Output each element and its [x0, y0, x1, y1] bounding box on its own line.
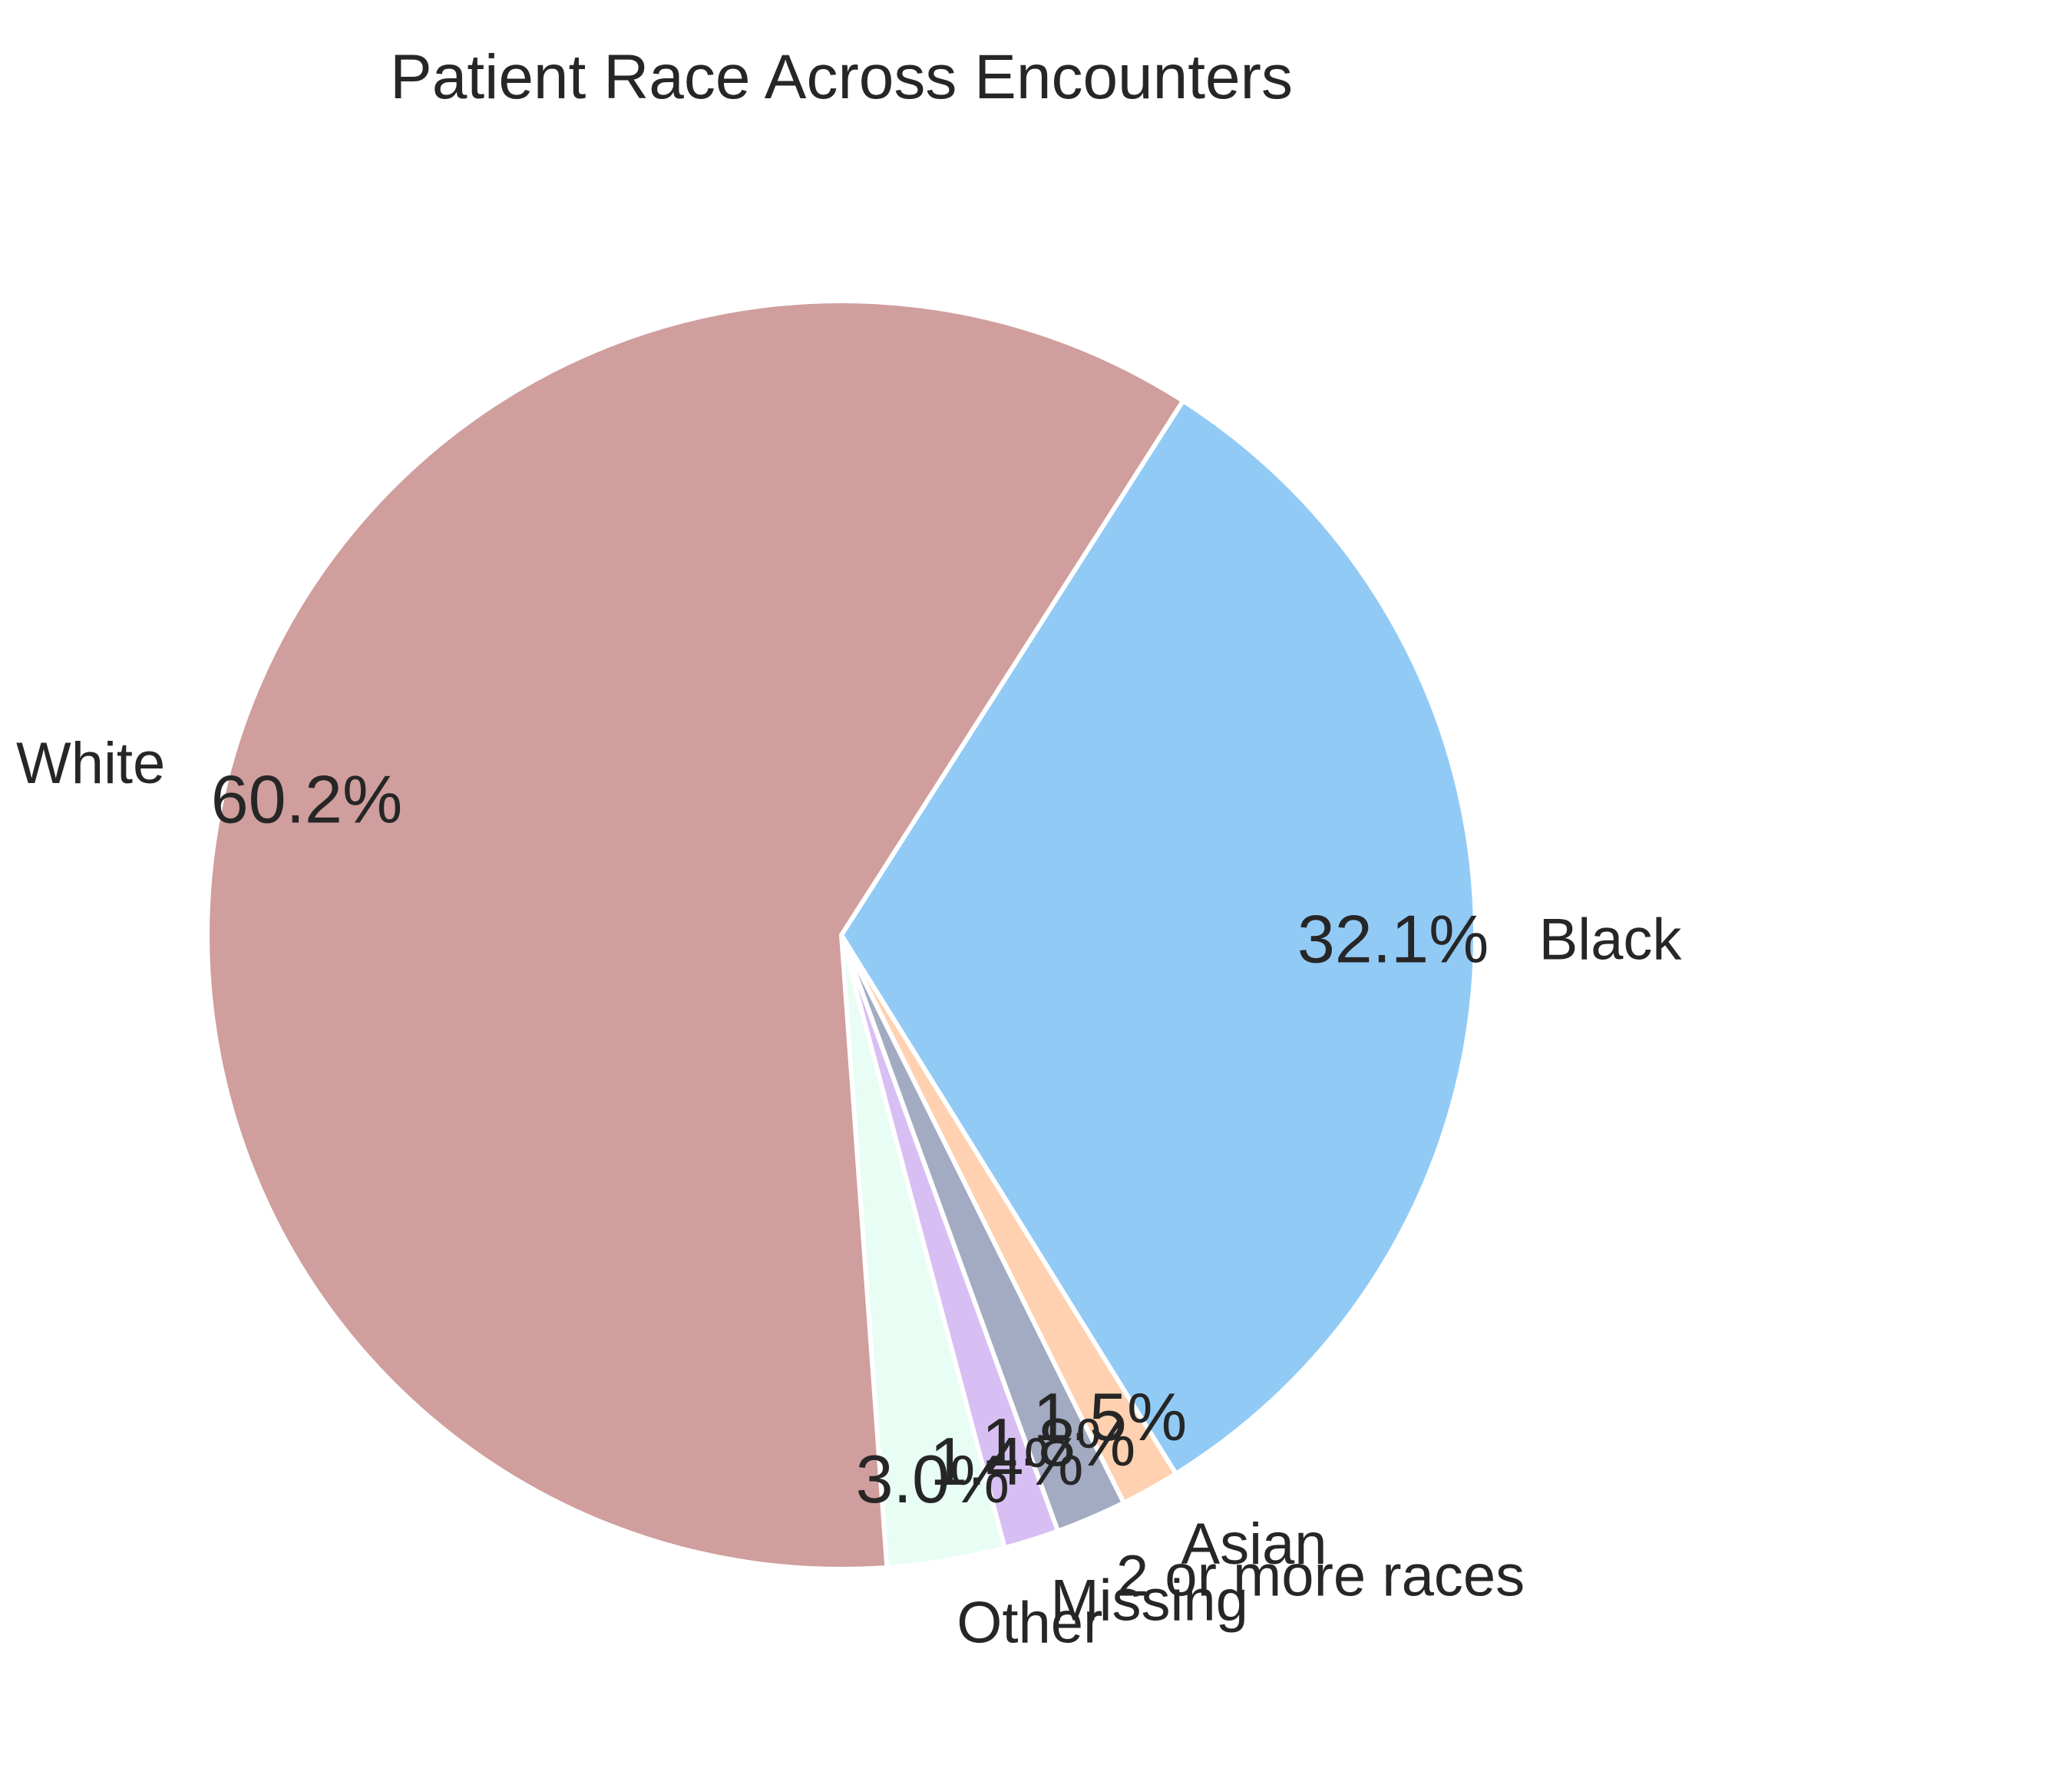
slice-label-2-or-more-races: 2 or more races: [1116, 1544, 1525, 1609]
slice-label-asian: Asian: [1181, 1512, 1327, 1577]
pie-labels: Black 32.1% Asian 1.5% 2 or more races 1.8% Mi…: [16, 731, 1682, 1656]
slice-pct-label-2-or-more-races: 1.8%: [982, 1404, 1136, 1480]
slice-pct-label-other: 3.0%: [856, 1441, 1010, 1517]
slice-label-missing: Missing: [1050, 1568, 1248, 1633]
pie-slice-black: [839, 398, 1478, 1476]
slice-label-white: White: [16, 731, 165, 796]
slice-label-other: Other: [957, 1591, 1102, 1656]
slice-label-black: Black: [1539, 907, 1683, 973]
pie-slice-white: [205, 299, 1186, 1571]
pie-slices: [205, 299, 1478, 1571]
slice-pct-label-missing: 1.4%: [930, 1423, 1084, 1499]
slice-pct-label-asian: 1.5%: [1033, 1379, 1188, 1455]
slice-pct-label-white: 60.2%: [211, 762, 403, 838]
chart-title: Patient Race Across Encounters: [390, 42, 1293, 112]
slice-pct-label-black: 32.1%: [1297, 901, 1489, 977]
